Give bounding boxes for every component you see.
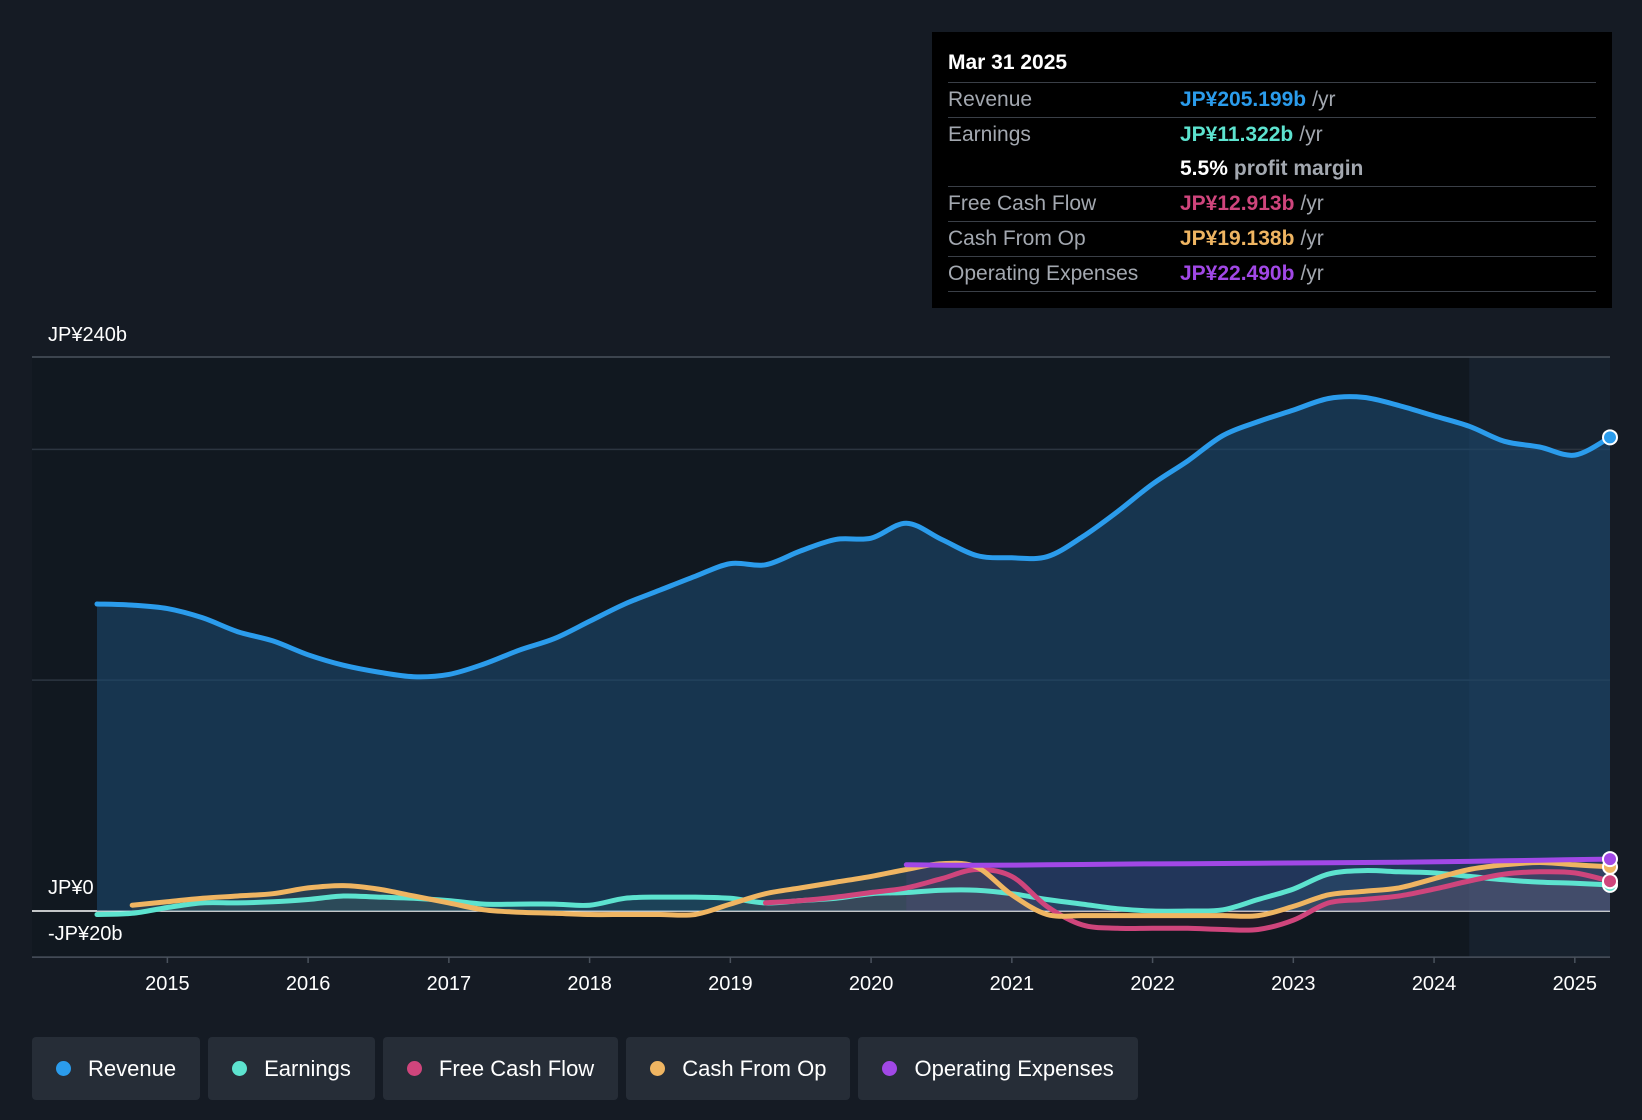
legend-label: Cash From Op <box>682 1055 827 1081</box>
tooltip-row-fcf: Free Cash Flow JP¥12.913b /yr <box>948 187 1596 222</box>
tooltip-row-margin: 5.5% profit margin <box>948 152 1596 187</box>
legend-item-free-cash-flow[interactable]: Free Cash Flow <box>382 1037 619 1100</box>
legend-label: Operating Expenses <box>914 1055 1114 1081</box>
tooltip-row-opex: Operating Expenses JP¥22.490b /yr <box>948 257 1596 292</box>
tooltip-row-cfo: Cash From Op JP¥19.138b /yr <box>948 222 1596 257</box>
y-axis-bottom-label: -JP¥20b <box>48 923 123 945</box>
x-tick-label: 2025 <box>1553 973 1598 995</box>
tooltip-revenue-label: Revenue <box>948 88 1033 111</box>
free-cash-flow-area <box>765 869 1610 931</box>
revenue-area <box>97 396 1610 911</box>
tooltip-unit: /yr <box>1300 262 1324 285</box>
legend-label: Free Cash Flow <box>438 1055 595 1081</box>
legend-dot-icon <box>56 1061 71 1076</box>
free-cash-flow-line <box>763 866 1613 933</box>
legend-dot-icon <box>232 1061 248 1076</box>
operating-expenses-line <box>903 856 1613 868</box>
tooltip-margin-value: 5.5% <box>1180 157 1228 180</box>
tooltip-row-revenue: Revenue JP¥205.199b /yr <box>948 83 1596 118</box>
tooltip-panel: Mar 31 2025 Revenue JP¥205.199b /yr Earn… <box>932 32 1612 308</box>
legend-item-operating-expenses[interactable]: Operating Expenses <box>858 1037 1138 1100</box>
x-tick-label: 2022 <box>1130 973 1175 995</box>
x-tick-label: 2019 <box>708 973 753 995</box>
x-tick-label: 2020 <box>849 973 894 995</box>
cash-from-op-line <box>129 860 1613 919</box>
x-tick-label: 2023 <box>1271 973 1316 995</box>
tooltip-fcf-value: JP¥12.913b <box>1180 192 1295 215</box>
legend-dot-icon <box>882 1061 898 1076</box>
legend-label: Revenue <box>88 1055 177 1081</box>
x-tick-label: 2021 <box>990 973 1035 995</box>
y-axis-top-label: JP¥240b <box>48 324 127 346</box>
revenue-line <box>94 394 1613 680</box>
free-cash-flow-endpoint <box>1602 873 1618 890</box>
cash-from-op-area <box>132 862 1611 917</box>
tooltip-unit: /yr <box>1300 227 1324 250</box>
tooltip-unit: /yr <box>1299 123 1323 146</box>
legend-dot-icon <box>406 1061 422 1076</box>
legend-dot-icon <box>650 1061 666 1076</box>
legend-item-cash-from-op[interactable]: Cash From Op <box>626 1037 851 1100</box>
x-tick-label: 2015 <box>145 973 190 995</box>
x-tick-label: 2018 <box>567 973 612 995</box>
x-tick-label: 2024 <box>1412 973 1457 995</box>
x-tick-label: 2017 <box>427 973 472 995</box>
tooltip-date: Mar 31 2025 <box>948 46 1596 83</box>
operating-expenses-endpoint <box>1602 851 1618 868</box>
legend-item-revenue[interactable]: Revenue <box>32 1037 201 1100</box>
tooltip-row-earnings: Earnings JP¥11.322b /yr <box>948 118 1596 152</box>
legend-item-earnings[interactable]: Earnings <box>208 1037 375 1100</box>
tooltip-fcf-label: Free Cash Flow <box>948 192 1097 215</box>
tooltip-opex-label: Operating Expenses <box>948 262 1139 285</box>
legend-label: Earnings <box>264 1055 351 1081</box>
tooltip-unit: /yr <box>1312 88 1336 111</box>
tooltip-earnings-value: JP¥11.322b <box>1180 123 1294 146</box>
legend: Revenue Earnings Free Cash Flow Cash Fro… <box>32 1037 1138 1100</box>
tooltip-margin-text: profit margin <box>1233 157 1364 180</box>
tooltip-cfo-label: Cash From Op <box>948 227 1086 250</box>
tooltip-revenue-value: JP¥205.199b <box>1180 88 1307 111</box>
x-tick-label: 2016 <box>286 973 331 995</box>
revenue-endpoint <box>1602 429 1618 446</box>
y-axis-zero-label: JP¥0 <box>48 877 94 899</box>
tooltip-earnings-label: Earnings <box>948 123 1031 146</box>
tooltip-unit: /yr <box>1300 192 1324 215</box>
tooltip-cfo-value: JP¥19.138b <box>1180 227 1295 250</box>
tooltip-opex-value: JP¥22.490b <box>1180 262 1295 285</box>
